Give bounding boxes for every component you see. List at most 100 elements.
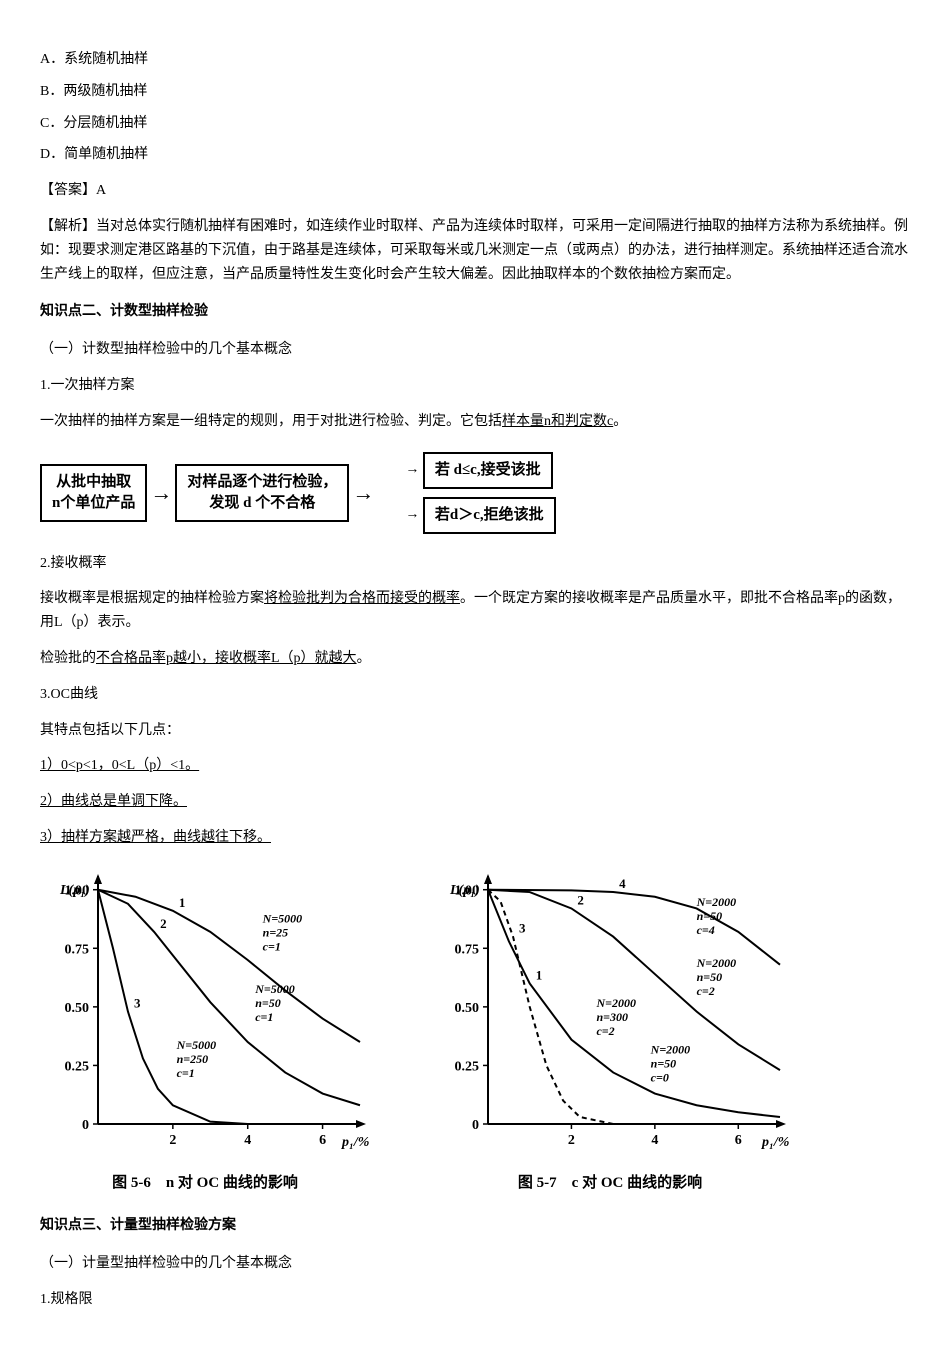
svg-text:0.25: 0.25 (455, 1059, 480, 1074)
svg-text:0.75: 0.75 (65, 942, 90, 957)
svg-text:c=1: c=1 (255, 1010, 273, 1024)
oc-pt-1: 1）0<p<1，0<L（p）<1。 (40, 754, 910, 778)
opt-b-text: 两级随机抽样 (63, 84, 147, 99)
item2-num: 2. (40, 556, 51, 571)
item2-p2: 检验批的不合格品率p越小，接收概率L（p）就越大。 (40, 647, 910, 671)
item1-desc-a: 一次抽样的抽样方案是一组特定的规则，用于对批进行检验、判定。它包括 (40, 414, 502, 429)
opt-a-text: 系统随机抽样 (64, 52, 148, 67)
opt-d-label: D． (40, 147, 64, 162)
svg-text:0: 0 (472, 1118, 479, 1133)
item1-desc-c: 。 (613, 414, 627, 429)
analysis-text: 当对总体实行随机抽样有困难时，如连续作业时取样、产品为连续体时取样，可采用一定间… (40, 219, 908, 282)
item1-num: 1. (40, 378, 51, 393)
oc-pt-1-text: 1）0<p<1，0<L（p）<1。 (40, 758, 199, 773)
kp2-sub1: （一）计数型抽样检验中的几个基本概念 (40, 338, 910, 362)
option-a: A．系统随机抽样 (40, 48, 910, 72)
item1-heading: 1.一次抽样方案 (40, 374, 910, 398)
flowchart: 从批中抽取 n个单位产品 → 对样品逐个进行检验， 发现 d 个不合格 → → … (40, 452, 910, 534)
fig56-caption: 图 5-6 n 对 OC 曲线的影响 (40, 1171, 370, 1197)
item2-p2a: 检验批的 (40, 651, 96, 666)
opt-a-label: A． (40, 52, 64, 67)
kp2-title: 知识点二、计数型抽样检验 (40, 300, 910, 324)
opt-b-label: B． (40, 84, 63, 99)
svg-text:n=50: n=50 (697, 970, 723, 984)
svg-text:0.75: 0.75 (455, 942, 480, 957)
svg-text:4: 4 (244, 1133, 251, 1148)
flow-branches: → 若 d≤c,接受该批 → 若d＞c,拒绝该批 (405, 452, 555, 534)
item3-title: OC曲线 (51, 687, 98, 702)
svg-text:N=5000: N=5000 (254, 982, 295, 996)
flow-box1-l1: 从批中抽取 (52, 472, 135, 493)
svg-text:n=25: n=25 (263, 925, 289, 939)
item2-p1a: 接收概率是根据规定的抽样检验方案 (40, 591, 264, 606)
svg-text:N=2000: N=2000 (696, 956, 737, 970)
kp3-item1-title: 规格限 (51, 1292, 93, 1307)
item2-p2b: 不合格品率p越小，接收概率L（p）就越大 (96, 651, 357, 666)
fig57-caption: 图 5-7 c 对 OC 曲线的影响 (430, 1171, 790, 1197)
svg-text:c=2: c=2 (697, 984, 715, 998)
svg-text:c=2: c=2 (596, 1024, 614, 1038)
arrow-icon: → (405, 503, 423, 527)
svg-text:4: 4 (619, 876, 626, 891)
kp3-title: 知识点三、计量型抽样检验方案 (40, 1214, 910, 1238)
svg-text:N=5000: N=5000 (262, 911, 303, 925)
arrow-icon: → (349, 474, 377, 511)
item3-intro: 其特点包括以下几点： (40, 719, 910, 743)
svg-text:N=2000: N=2000 (696, 895, 737, 909)
svg-text:n=250: n=250 (177, 1052, 209, 1066)
chart-5-6-svg: 00.250.500.751.00246L(p₁)p₁/%1N=5000n=25… (40, 868, 370, 1158)
option-d: D．简单随机抽样 (40, 143, 910, 167)
chart-5-7-svg: 00.250.500.751.00246L(p₁)p₁/%4N=2000n=50… (430, 868, 790, 1158)
svg-text:n=50: n=50 (255, 996, 281, 1010)
opt-d-text: 简单随机抽样 (64, 147, 148, 162)
item2-p2c: 。 (357, 651, 371, 666)
analysis-label: 【解析】 (40, 219, 96, 234)
svg-text:p₁/%: p₁/% (761, 1135, 789, 1150)
svg-text:4: 4 (651, 1133, 658, 1148)
kp3-item1-num: 1. (40, 1292, 51, 1307)
flow-box1: 从批中抽取 n个单位产品 (40, 464, 147, 522)
opt-c-text: 分层随机抽样 (63, 116, 147, 131)
svg-text:L(p₁): L(p₁) (449, 883, 480, 898)
item3-heading: 3.OC曲线 (40, 683, 910, 707)
oc-pt-3-text: 3）抽样方案越严格，曲线越往下移。 (40, 830, 271, 845)
flow-box2-l1: 对样品逐个进行检验， (187, 472, 337, 493)
oc-pt-2-text: 2）曲线总是单调下降。 (40, 794, 187, 809)
oc-pt-3: 3）抽样方案越严格，曲线越往下移。 (40, 826, 910, 850)
opt-c-label: C． (40, 116, 63, 131)
svg-text:N=2000: N=2000 (650, 1042, 691, 1056)
svg-text:n=50: n=50 (651, 1056, 677, 1070)
answer-label: 【答案】 (40, 183, 96, 198)
oc-pt-2: 2）曲线总是单调下降。 (40, 790, 910, 814)
item2-heading: 2.接收概率 (40, 552, 910, 576)
kp3-sub1: （一）计量型抽样检验中的几个基本概念 (40, 1252, 910, 1276)
kp3-item1: 1.规格限 (40, 1288, 910, 1312)
flow-box2-l2: 发现 d 个不合格 (187, 493, 337, 514)
flow-box3: 若 d≤c,接受该批 (423, 452, 553, 489)
svg-text:0.50: 0.50 (65, 1001, 90, 1016)
analysis: 【解析】当对总体实行随机抽样有困难时，如连续作业时取样、产品为连续体时取样，可采… (40, 215, 910, 286)
svg-text:2: 2 (160, 916, 167, 931)
svg-text:N=2000: N=2000 (595, 996, 636, 1010)
svg-text:6: 6 (319, 1133, 326, 1148)
flow-box1-l2: n个单位产品 (52, 493, 135, 514)
svg-text:1: 1 (179, 895, 186, 910)
option-b: B．两级随机抽样 (40, 80, 910, 104)
arrow-icon: → (405, 458, 423, 482)
flow-box2: 对样品逐个进行检验， 发现 d 个不合格 (175, 464, 349, 522)
svg-text:L(p₁): L(p₁) (59, 883, 90, 898)
answer-value: A (96, 183, 106, 198)
arrow-icon: → (147, 474, 175, 511)
item1-desc-b: 样本量n和判定数c (502, 414, 613, 429)
svg-text:1: 1 (536, 967, 543, 982)
svg-text:c=1: c=1 (177, 1066, 195, 1080)
svg-text:2: 2 (577, 892, 584, 907)
item2-p1b: 将检验批判为合格而接受的概率 (264, 591, 460, 606)
answer-line: 【答案】A (40, 179, 910, 203)
svg-text:n=50: n=50 (697, 909, 723, 923)
figures-row: 00.250.500.751.00246L(p₁)p₁/%1N=5000n=25… (40, 868, 910, 1196)
svg-text:c=0: c=0 (651, 1070, 669, 1084)
svg-text:3: 3 (134, 995, 141, 1010)
figure-5-7: 00.250.500.751.00246L(p₁)p₁/%4N=2000n=50… (430, 868, 790, 1196)
figure-5-6: 00.250.500.751.00246L(p₁)p₁/%1N=5000n=25… (40, 868, 370, 1196)
